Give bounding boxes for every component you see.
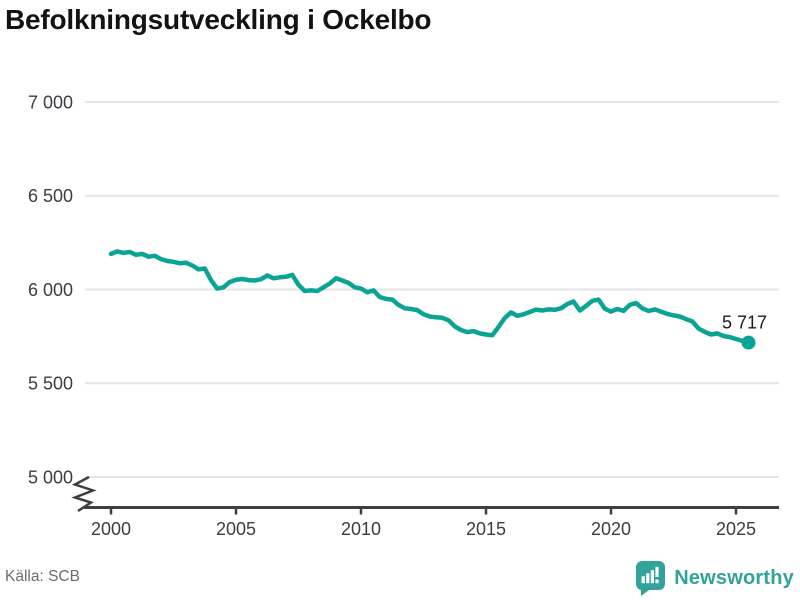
y-axis-tick-label: 5 000: [28, 467, 73, 487]
y-axis-break-icon: [71, 475, 97, 513]
y-axis-tick-label: 7 000: [28, 92, 73, 112]
y-axis-labels: 5 000 5 500 6 000 6 500 7 000: [28, 92, 73, 487]
source-caption: Källa: SCB: [5, 568, 80, 585]
data-series: 5 717: [108, 249, 767, 350]
last-value-dot: [741, 335, 756, 350]
y-axis-tick-label: 6 000: [28, 280, 73, 300]
last-value-label: 5 717: [722, 313, 767, 333]
gridlines: [85, 101, 779, 478]
x-axis-tick-label: 2025: [716, 519, 756, 539]
x-axis-tick-label: 2000: [91, 519, 131, 539]
x-axis-tick-label: 2015: [466, 519, 506, 539]
x-axis-ticks: 2000 2005 2010 2015 2020 2025: [91, 507, 756, 539]
x-axis-tick-label: 2005: [216, 519, 256, 539]
x-axis-tick-label: 2020: [591, 519, 631, 539]
brand-logo[interactable]: Newsworthy: [636, 561, 794, 596]
population-line: [108, 249, 751, 345]
chart-title: Befolkningsutveckling i Ockelbo: [5, 4, 432, 35]
y-axis-tick-label: 5 500: [28, 374, 73, 394]
x-axis-tick-label: 2010: [341, 519, 381, 539]
bar-chart-speech-bubble-icon: [636, 561, 666, 596]
y-axis-tick-label: 6 500: [28, 186, 73, 206]
brand-name: Newsworthy: [674, 567, 794, 589]
